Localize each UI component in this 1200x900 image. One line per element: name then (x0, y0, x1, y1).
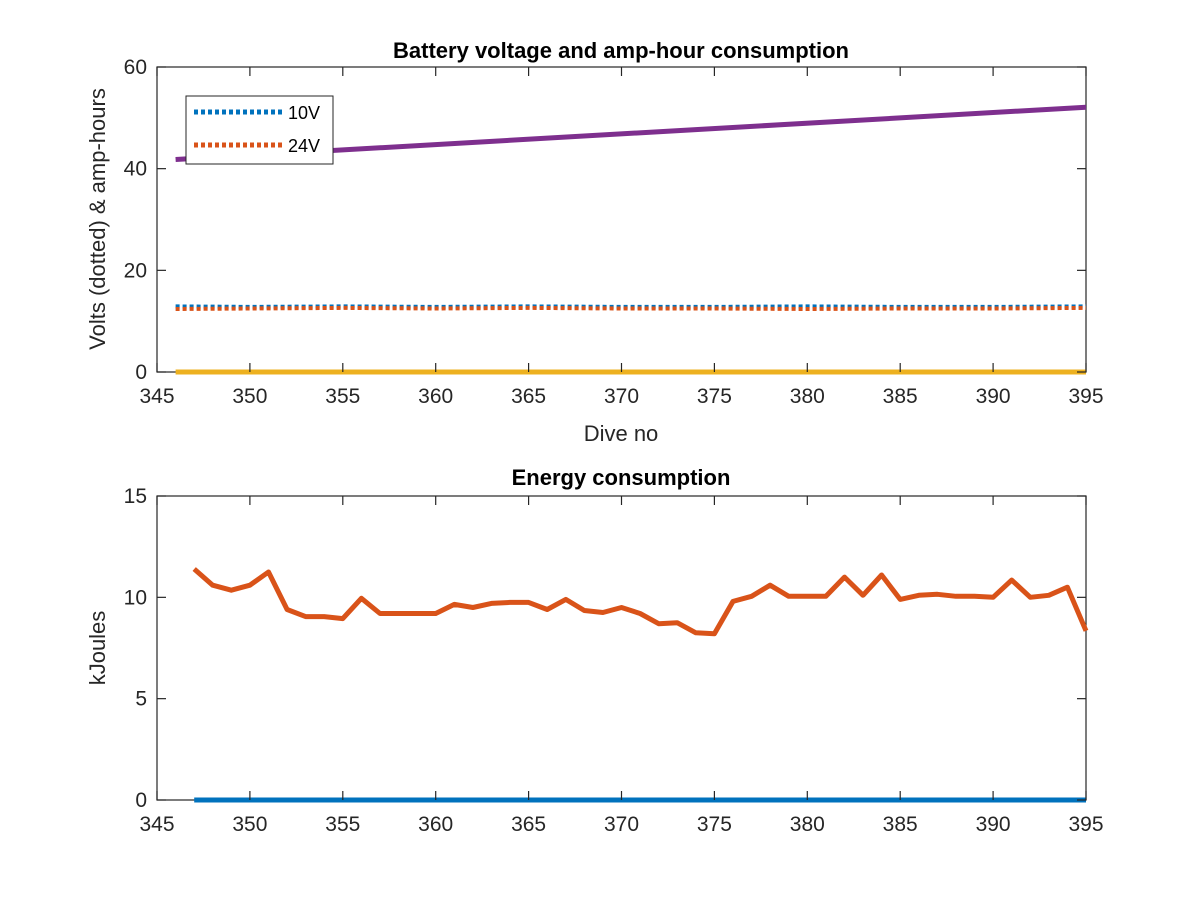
legend-label-10v: 10V (288, 103, 320, 123)
bottom-axes-box (156, 495, 1087, 801)
bottom-x-tick-label: 385 (883, 813, 918, 836)
top-x-tick-label: 395 (1068, 385, 1103, 408)
top-x-tick-label: 385 (883, 385, 918, 408)
top-y-axis-label: Volts (dotted) & amp-hours (85, 88, 110, 350)
bottom-chart-title: Energy consumption (512, 465, 731, 490)
top-y-tick-label: 0 (135, 361, 147, 384)
legend-label-24v: 24V (288, 136, 320, 156)
bottom-x-tick-label: 365 (511, 813, 546, 836)
bottom-axes: 345 350 355 360 365 370 375 380 385 390 395051015 … (85, 465, 1104, 836)
top-x-tick-label: 390 (976, 385, 1011, 408)
bottom-x-tick-label: 345 (139, 813, 174, 836)
top-series-line-1 (175, 305, 1087, 311)
bottom-y-axis-label: kJoules (85, 611, 110, 686)
top-x-tick-label: 380 (790, 385, 825, 408)
bottom-y-tick-label: 5 (135, 688, 147, 711)
top-y-tick-label: 20 (124, 259, 147, 282)
top-chart-title: Battery voltage and amp-hour consumption (393, 38, 849, 63)
bottom-x-tick-label: 360 (418, 813, 453, 836)
bottom-x-tick-label: 395 (1068, 813, 1103, 836)
top-x-tick-label: 345 (139, 385, 174, 408)
bottom-y-tick-label: 10 (124, 586, 147, 609)
bottom-x-tick-label: 350 (232, 813, 267, 836)
top-ticks: 345 350 355 360 365 370 375 380 385 390 395 0 20 40 60 (124, 56, 1104, 408)
top-x-tick-label: 370 (604, 385, 639, 408)
top-x-tick-label: 365 (511, 385, 546, 408)
bottom-series-line-1 (192, 567, 1089, 637)
bottom-x-tick-label: 375 (697, 813, 732, 836)
top-y-tick-label: 40 (124, 158, 147, 181)
legend-box (185, 95, 334, 165)
bottom-x-tick-label: 355 (325, 813, 360, 836)
top-legend: 10V 24V (185, 95, 334, 165)
bottom-y-tick-label: 0 (135, 789, 147, 812)
top-x-tick-label: 350 (232, 385, 267, 408)
top-x-tick-label: 355 (325, 385, 360, 408)
top-x-tick-label: 360 (418, 385, 453, 408)
bottom-x-tick-label: 380 (790, 813, 825, 836)
bottom-x-tick-label: 390 (976, 813, 1011, 836)
bottom-y-tick-label: 15 (124, 485, 147, 508)
top-x-tick-label: 375 (697, 385, 732, 408)
bottom-ticks: 345 350 355 360 365 370 375 380 385 390 395 0 5 10 15 (124, 485, 1104, 836)
top-axes: 345 350 355 360 365 370 375 380 385 390 395 0 20 40 60… (85, 38, 1104, 446)
top-x-axis-label: Dive no (584, 421, 659, 446)
top-y-tick-label: 60 (124, 56, 147, 79)
bottom-x-tick-label: 370 (604, 813, 639, 836)
